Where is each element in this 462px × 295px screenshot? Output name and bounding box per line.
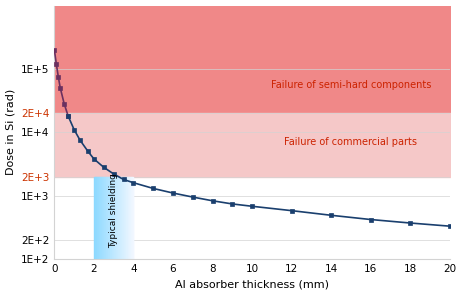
Y-axis label: Dose in Si (rad): Dose in Si (rad) xyxy=(6,89,16,176)
Text: Failure of commercial parts: Failure of commercial parts xyxy=(285,137,418,147)
X-axis label: Al absorber thickness (mm): Al absorber thickness (mm) xyxy=(175,279,329,289)
Text: Typical shielding: Typical shielding xyxy=(109,173,118,248)
Text: Failure of semi-hard components: Failure of semi-hard components xyxy=(271,80,431,90)
